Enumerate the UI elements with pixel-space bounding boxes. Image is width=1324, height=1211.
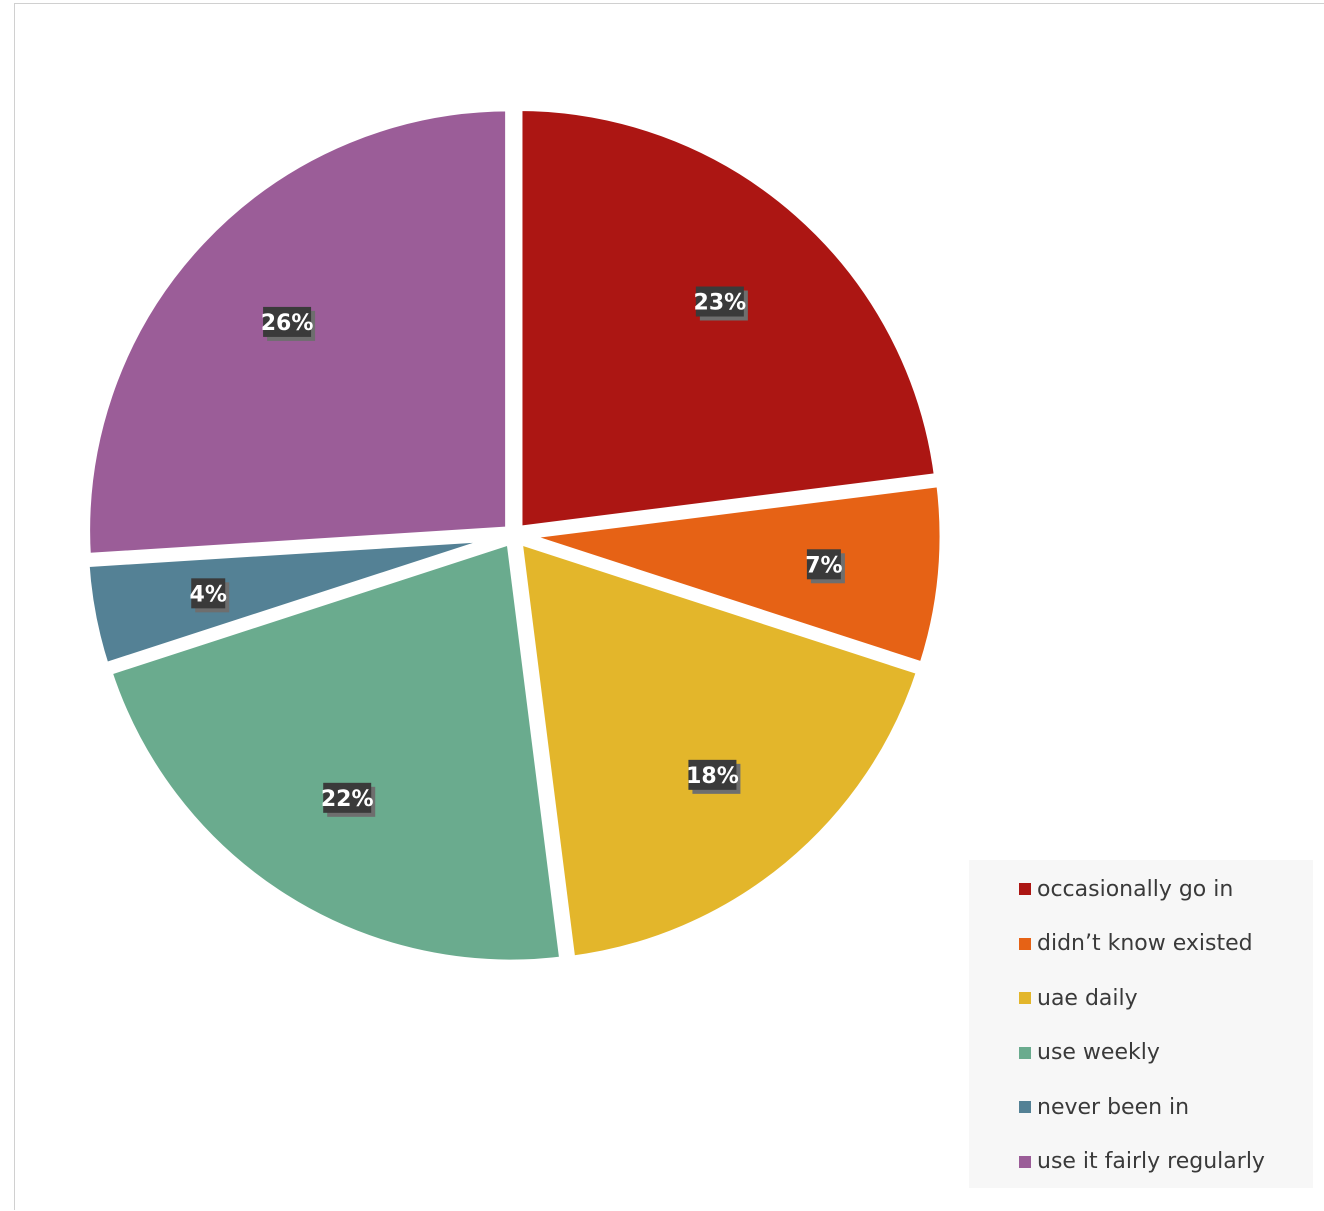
legend-swatch <box>1019 1046 1031 1059</box>
legend-item: occasionally go in <box>1019 874 1233 904</box>
data-label-text: 22% <box>321 787 374 812</box>
pie-chart: 23% 7% 18% 22% 4% 26% <box>80 101 949 969</box>
legend-item: never been in <box>1019 1092 1189 1122</box>
pie-slice-3 <box>512 533 927 966</box>
legend: occasionally go in didn’t know existed uae… <box>969 860 1313 1188</box>
legend-label: use it fairly regularly <box>1037 1149 1265 1174</box>
legend-item: use weekly <box>1019 1038 1160 1068</box>
legend-swatch <box>1019 1155 1031 1168</box>
pie-slice-5 <box>80 531 510 673</box>
legend-item: use it fairly regularly <box>1019 1147 1265 1177</box>
legend-label: uae daily <box>1037 985 1138 1011</box>
data-label-text: 18% <box>686 764 739 789</box>
pie-slice-4 <box>101 534 569 969</box>
legend-label: didn’t know existed <box>1037 931 1253 956</box>
pie-slice-2 <box>518 477 949 673</box>
chart-area: 23% 7% 18% 22% 4% 26% occasionally go in didn’… <box>14 3 1324 1210</box>
legend-label: use weekly <box>1037 1040 1160 1065</box>
legend-label: never been in <box>1037 1094 1190 1120</box>
legend-swatch <box>1019 937 1031 950</box>
data-label-text: 7% <box>805 553 842 578</box>
data-label-5: 4% <box>190 578 230 613</box>
legend-swatch <box>1019 883 1031 895</box>
data-label-2: 7% <box>805 549 845 584</box>
data-label-text: 23% <box>694 291 747 316</box>
legend-item: didn’t know existed <box>1019 929 1253 959</box>
data-labels: 23% 7% 18% 22% 4% 26% <box>190 286 845 817</box>
legend-swatch <box>1019 992 1031 1004</box>
pie-slices <box>80 101 949 969</box>
data-label-6: 26% <box>261 306 316 341</box>
legend-item: uae daily <box>1019 983 1138 1013</box>
legend-label: occasionally go in <box>1037 876 1234 902</box>
data-label-1: 23% <box>694 286 748 321</box>
data-label-text: 4% <box>190 582 227 607</box>
data-label-4: 22% <box>321 782 376 817</box>
data-label-text: 26% <box>261 311 314 336</box>
legend-swatch <box>1019 1101 1031 1113</box>
data-label-3: 18% <box>686 759 741 794</box>
